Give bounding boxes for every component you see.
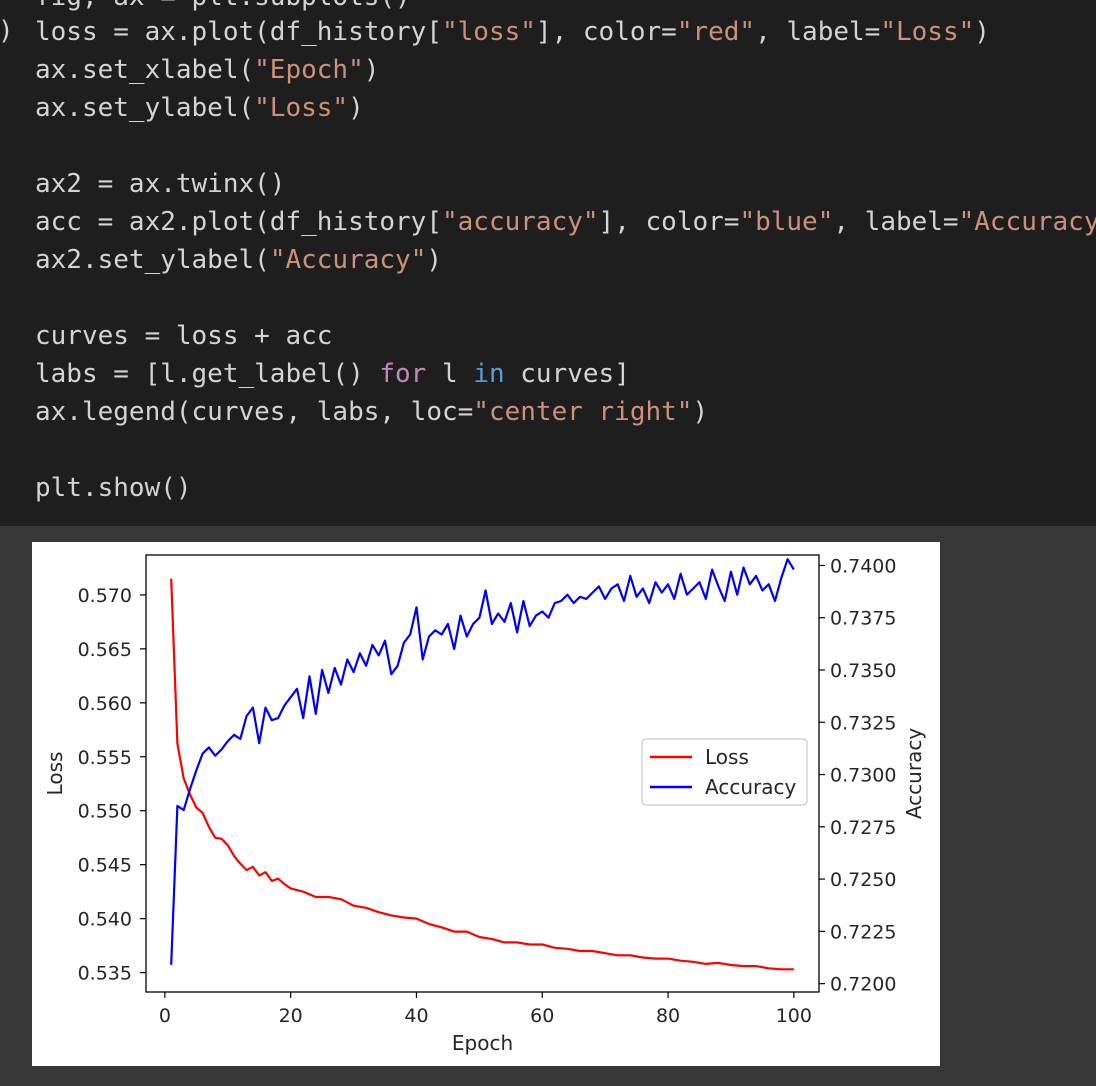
y-tick-label: 0.555 [78,747,132,769]
code-token: ) [348,93,364,123]
y-tick-label: 0.550 [78,801,132,823]
x-tick-label: 20 [279,1005,303,1027]
code-line-11: ax.legend(curves, labs, loc="center righ… [35,393,708,431]
x-tick-label: 100 [776,1005,812,1027]
code-token: curves] [504,359,630,389]
code-token: "Loss" [880,17,975,47]
code-line-partial: fig, ax = plt.subplots() [35,0,411,16]
code-token: plt.show() [35,473,192,503]
series-line-accuracy [170,558,795,965]
y2-tick-label: 0.7350 [830,660,896,682]
code-token: "center right" [473,397,693,427]
code-token: acc = ax2.plot(df_history[ [35,207,442,237]
x-axis-label: Epoch [452,1031,513,1055]
y-tick-label: 0.570 [78,585,132,607]
code-token: "loss" [442,17,536,47]
code-token: "Accuracy" [958,207,1096,237]
y-tick-label: 0.535 [78,963,132,985]
code-line-6: acc = ax2.plot(df_history["accuracy"], c… [35,203,1096,241]
code-token: curves = loss + acc [35,321,333,351]
code-token: ], color= [598,207,740,237]
x-tick-label: 0 [159,1005,171,1027]
code-line-2: ax.set_xlabel("Epoch") [35,51,379,89]
code-token: "Loss" [254,93,349,123]
y2-tick-label: 0.7325 [830,712,896,734]
code-token: ) [363,55,380,85]
y2-tick-label: 0.7375 [830,608,896,630]
legend-label-accuracy: Accuracy [705,775,796,799]
y2-tick-label: 0.7400 [830,555,896,577]
code-token: ax.set_xlabel( [35,55,255,85]
y-tick-label: 0.565 [78,639,132,661]
code-cell[interactable]: ) fig, ax = plt.subplots() loss = ax.plo… [0,0,1096,526]
code-token: ) [974,17,990,47]
code-token: ax.set_ylabel( [35,93,255,123]
code-token: loss = ax.plot(df_history[ [35,17,442,47]
code-token: "accuracy" [442,207,599,237]
loss-accuracy-chart: 0 20 40 60 80 100 0.535 0.540 0.545 0.550 0.555 0.5… [43,554,926,1055]
plot-canvas: 0 20 40 60 80 100 0.535 0.540 0.545 0.550 0.555 0.5… [32,542,940,1066]
code-line-10: labs = [l.get_label() for l in curves] [35,355,630,393]
y2-tick-label: 0.7250 [830,869,896,891]
x-tick-label: 80 [656,1005,680,1027]
code-line-3: ax.set_ylabel("Loss") [35,89,364,127]
code-line-13: plt.show() [35,469,192,507]
code-token: ], color= [535,17,677,47]
y-tick-label: 0.560 [78,693,132,715]
x-tick-label: 40 [404,1005,428,1027]
y-tick-label: 0.545 [78,855,132,877]
cell-execution-indicator: ) [0,16,14,46]
y2-tick-label: 0.7300 [830,765,896,787]
code-token: "blue" [739,207,834,237]
code-token: labs = [l.get_label() [35,359,380,389]
code-token: "Epoch" [254,55,364,85]
code-token: for [379,359,427,389]
code-token: ax2 = ax.twinx() [35,169,286,199]
y2-tick-label: 0.7275 [830,817,896,839]
code-token: ax.legend(curves, labs, loc= [35,397,474,427]
code-token: ax2.set_ylabel( [35,245,270,275]
series-line-loss [170,578,794,971]
code-token: l [426,359,474,389]
y-axis-label: Loss [43,752,67,796]
legend-label-loss: Loss [705,745,749,769]
y-tick-label: 0.540 [78,909,132,931]
code-token: "Accuracy" [269,245,427,275]
code-token: ) [692,397,709,427]
plot-frame [145,554,820,993]
code-token: in [473,359,505,389]
y2-tick-label: 0.7200 [830,974,896,996]
code-token: , label= [755,17,881,47]
code-token: ) [426,245,443,275]
code-line-7: ax2.set_ylabel("Accuracy") [35,241,442,279]
code-line-1: loss = ax.plot(df_history["loss"], color… [35,13,990,51]
code-line-5: ax2 = ax.twinx() [35,165,285,203]
code-token: "red" [676,17,756,47]
y2-tick-label: 0.7225 [830,921,896,943]
legend-box [641,738,808,806]
x-tick-label: 60 [530,1005,554,1027]
code-line-9: curves = loss + acc [35,317,332,355]
code-token: , label= [833,207,959,237]
y2-axis-label: Accuracy [902,728,926,819]
